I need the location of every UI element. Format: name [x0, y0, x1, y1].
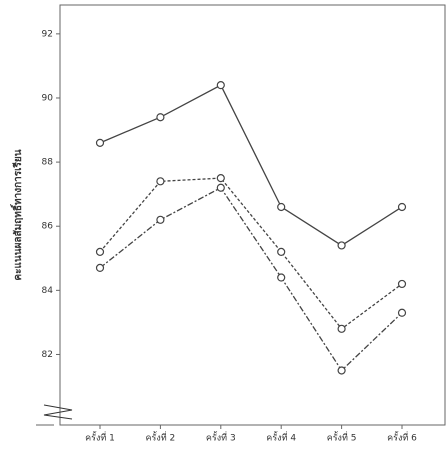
x-tick-label: ครั้งที่ 1 [85, 431, 115, 444]
series-line [99, 84, 403, 247]
point [277, 273, 286, 282]
point [216, 183, 225, 192]
point [156, 215, 165, 224]
point [397, 308, 407, 317]
point [216, 174, 225, 183]
axis-break [43, 404, 73, 420]
x-tick-label: ครั้งที่ 5 [327, 431, 357, 444]
y-tick-label: 84 [42, 286, 54, 296]
point [95, 263, 105, 273]
x-tick-label: ครั้งที่ 6 [387, 431, 417, 444]
point [277, 202, 286, 212]
point [216, 81, 225, 90]
point [397, 202, 407, 212]
y-axis-label: คะแนนผลสัมฤทธิ์ทางการเรียน [10, 149, 24, 280]
x-tick-label: ครั้งที่ 3 [206, 431, 236, 444]
y-tick-label: 82 [42, 350, 53, 360]
y-tick-label: 86 [42, 222, 54, 232]
point [95, 138, 105, 147]
series-line [99, 186, 403, 372]
point [156, 177, 165, 186]
point [337, 366, 346, 375]
point [277, 247, 286, 256]
y-tick-label: 88 [42, 158, 54, 168]
point [337, 324, 346, 333]
series-line [99, 177, 403, 330]
point [156, 113, 165, 122]
y-tick-label: 90 [42, 93, 54, 103]
plot-frame [59, 4, 446, 426]
x-tick-label: ครั้งที่ 2 [146, 431, 176, 444]
x-tick-label: ครั้งที่ 4 [266, 431, 296, 444]
point [95, 247, 105, 256]
y-tick-label: 92 [42, 29, 53, 39]
point [397, 279, 407, 289]
point [337, 241, 346, 250]
